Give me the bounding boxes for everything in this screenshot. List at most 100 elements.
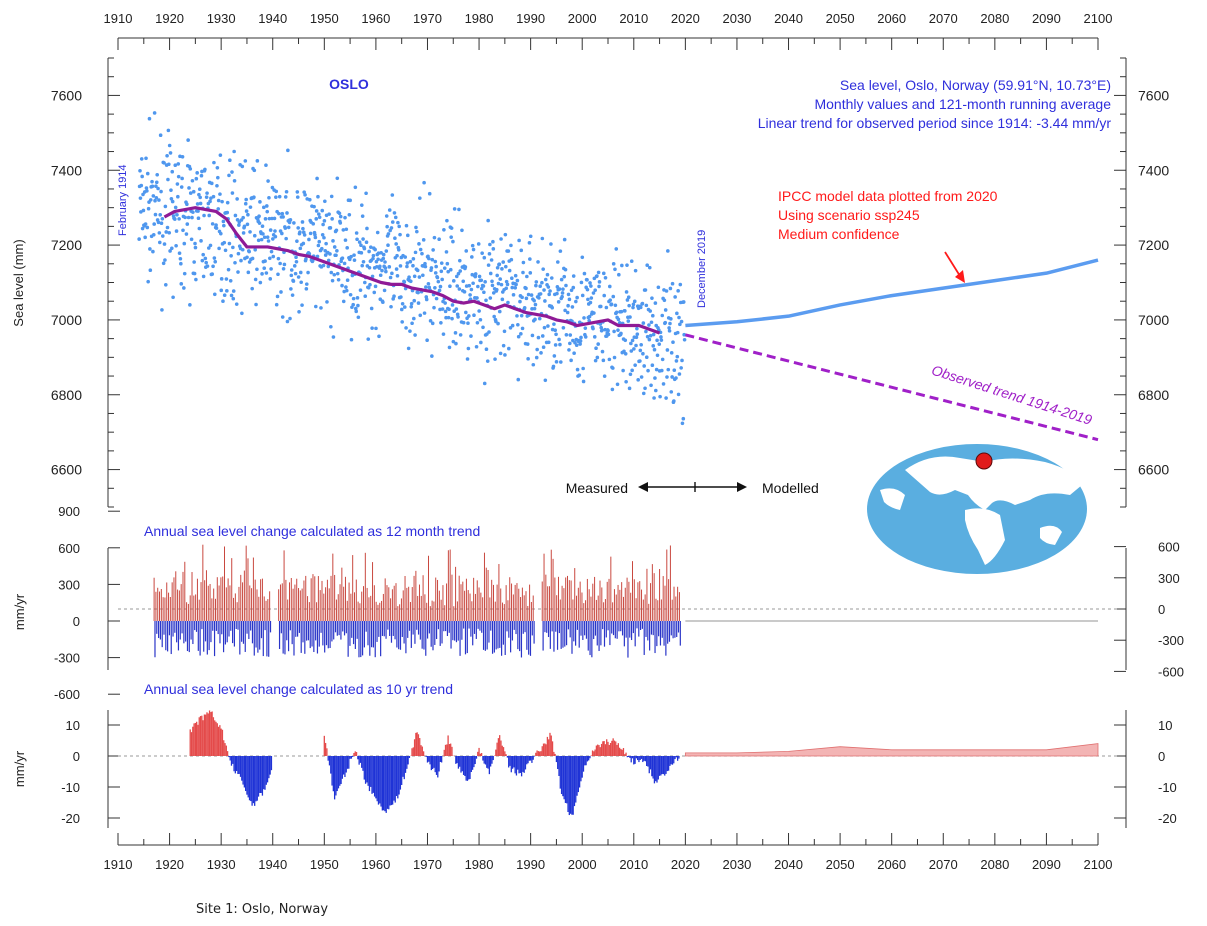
monthly-point <box>484 347 489 351</box>
monthly-point <box>505 282 510 287</box>
monthly-point <box>446 269 450 274</box>
monthly-point <box>152 222 156 226</box>
middle-right-tick-label: 300 <box>1158 571 1180 586</box>
monthly-point <box>588 300 593 305</box>
monthly-point <box>528 234 533 239</box>
monthly-point <box>476 284 480 289</box>
monthly-point <box>667 326 671 330</box>
bottom-right-tick-label: 10 <box>1158 718 1172 733</box>
monthly-point <box>664 289 669 293</box>
monthly-point <box>422 311 427 315</box>
monthly-point <box>356 315 361 320</box>
monthly-point <box>186 138 190 142</box>
monthly-point <box>517 238 521 243</box>
monthly-point <box>157 198 161 202</box>
monthly-point <box>676 392 681 397</box>
monthly-point <box>288 316 292 321</box>
monthly-point <box>352 253 356 257</box>
monthly-point <box>395 253 399 258</box>
monthly-point <box>197 226 202 231</box>
figure-caption: Site 1: Oslo, Norway <box>196 902 329 917</box>
monthly-point <box>203 167 207 172</box>
ipcc-text: Using scenario ssp245 <box>778 207 920 223</box>
monthly-point <box>225 210 230 215</box>
monthly-point <box>598 322 603 326</box>
monthly-point <box>321 222 325 227</box>
monthly-point <box>677 372 682 376</box>
monthly-point <box>222 240 227 245</box>
monthly-point <box>398 232 402 237</box>
monthly-point <box>563 267 568 272</box>
chart-frame: 1910 1910 1920 1920 1930 1930 1940 1940 1950 1950… <box>104 11 1113 872</box>
monthly-point <box>154 184 158 188</box>
monthly-point <box>320 232 325 237</box>
monthly-point <box>286 148 290 153</box>
monthly-point <box>504 286 509 291</box>
monthly-point <box>628 372 633 377</box>
monthly-point <box>371 256 375 261</box>
monthly-point <box>223 248 228 253</box>
monthly-point <box>550 305 555 310</box>
monthly-point <box>666 249 670 253</box>
monthly-point <box>633 363 637 367</box>
monthly-point <box>546 285 551 289</box>
monthly-point <box>438 284 443 289</box>
monthly-point <box>262 266 267 271</box>
monthly-point <box>421 273 425 278</box>
monthly-point <box>316 194 320 199</box>
monthly-point <box>648 333 653 338</box>
monthly-point <box>283 226 288 230</box>
monthly-point <box>423 261 427 266</box>
monthly-point <box>266 239 271 243</box>
monthly-point <box>195 171 199 175</box>
monthly-point <box>482 255 487 260</box>
monthly-point <box>492 314 496 319</box>
monthly-point <box>546 324 550 328</box>
monthly-point <box>304 287 309 291</box>
monthly-point <box>306 270 310 275</box>
bottom-x-tick-label: 2070 <box>929 857 958 872</box>
monthly-point <box>461 279 466 284</box>
monthly-point <box>650 313 655 318</box>
top-x-tick-label: 1930 <box>207 11 236 26</box>
monthly-point <box>552 322 556 326</box>
monthly-point <box>422 180 426 185</box>
monthly-point <box>614 310 619 315</box>
monthly-point <box>680 421 685 426</box>
monthly-point <box>233 213 238 218</box>
monthly-point <box>440 307 445 311</box>
globe-land-east <box>1040 525 1062 545</box>
monthly-point <box>175 212 179 217</box>
monthly-point <box>411 263 415 268</box>
monthly-point <box>476 242 481 246</box>
monthly-point <box>250 286 254 291</box>
monthly-point <box>569 358 573 363</box>
top-x-tick-label: 1970 <box>413 11 442 26</box>
monthly-point <box>327 212 331 216</box>
monthly-point <box>596 270 601 275</box>
monthly-point <box>341 228 346 232</box>
monthly-point <box>141 208 146 213</box>
monthly-point <box>615 382 620 387</box>
monthly-point <box>299 280 303 285</box>
monthly-point <box>542 288 546 292</box>
monthly-point <box>355 237 359 242</box>
monthly-point <box>139 183 144 188</box>
monthly-point <box>145 189 149 193</box>
monthly-point <box>519 332 523 336</box>
monthly-point <box>530 333 535 338</box>
monthly-point <box>146 206 151 211</box>
monthly-point <box>496 281 501 286</box>
bottom-x-tick-label: 2030 <box>722 857 751 872</box>
monthly-point <box>345 246 349 250</box>
monthly-point <box>682 332 686 337</box>
monthly-point <box>354 231 359 235</box>
monthly-point <box>343 215 347 220</box>
monthly-point <box>535 347 539 352</box>
monthly-point <box>454 307 459 311</box>
monthly-point <box>447 307 451 312</box>
monthly-point <box>623 338 628 343</box>
monthly-point <box>411 257 416 261</box>
monthly-point <box>477 309 481 313</box>
monthly-point <box>160 216 165 221</box>
